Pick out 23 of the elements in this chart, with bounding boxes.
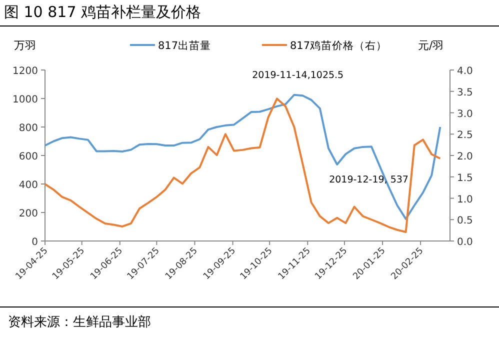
legend-label: 817鸡苗价格（右） xyxy=(290,39,388,52)
annotation: 2019-11-14,1025.5 xyxy=(252,70,344,81)
y2-tick-label: 0.5 xyxy=(457,216,473,227)
y-tick-label: 800 xyxy=(18,123,38,134)
y2-tick-label: 2.0 xyxy=(457,152,473,162)
legend-label: 817出苗量 xyxy=(158,39,212,52)
y2-tick-label: 0.0 xyxy=(457,237,473,248)
y2-tick-label: 4.0 xyxy=(457,66,473,77)
y-tick-label: 400 xyxy=(18,180,38,191)
chart-title: 图 10 817 鸡苗补栏量及价格 xyxy=(4,3,202,21)
y2-tick-label: 2.5 xyxy=(457,130,473,142)
y-tick-label: 600 xyxy=(18,152,38,162)
y2-tick-label: 1.0 xyxy=(457,194,473,206)
y-tick-label: 1200 xyxy=(12,66,38,77)
text: 资料来源：生鲜品事业部 xyxy=(8,315,151,330)
y-axis-title: 万羽 xyxy=(14,39,36,52)
y2-tick-label: 1.5 xyxy=(457,172,473,184)
y-tick-label: 0 xyxy=(32,237,38,248)
y2-axis-title: 元/羽 xyxy=(418,39,444,52)
y-tick-label: 200 xyxy=(18,208,38,220)
y2-tick-label: 3.5 xyxy=(457,87,473,98)
y2-tick-label: 3.0 xyxy=(457,108,473,120)
y-tick-label: 1000 xyxy=(12,94,38,106)
